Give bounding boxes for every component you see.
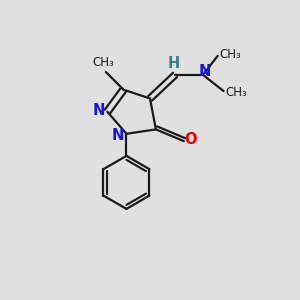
Text: N: N bbox=[111, 128, 124, 143]
Text: N: N bbox=[92, 103, 105, 118]
Text: H: H bbox=[167, 56, 180, 71]
Text: O: O bbox=[184, 132, 196, 147]
Text: CH₃: CH₃ bbox=[225, 86, 247, 99]
Text: CH₃: CH₃ bbox=[219, 48, 241, 61]
Text: N: N bbox=[198, 64, 211, 79]
Text: CH₃: CH₃ bbox=[93, 56, 114, 69]
